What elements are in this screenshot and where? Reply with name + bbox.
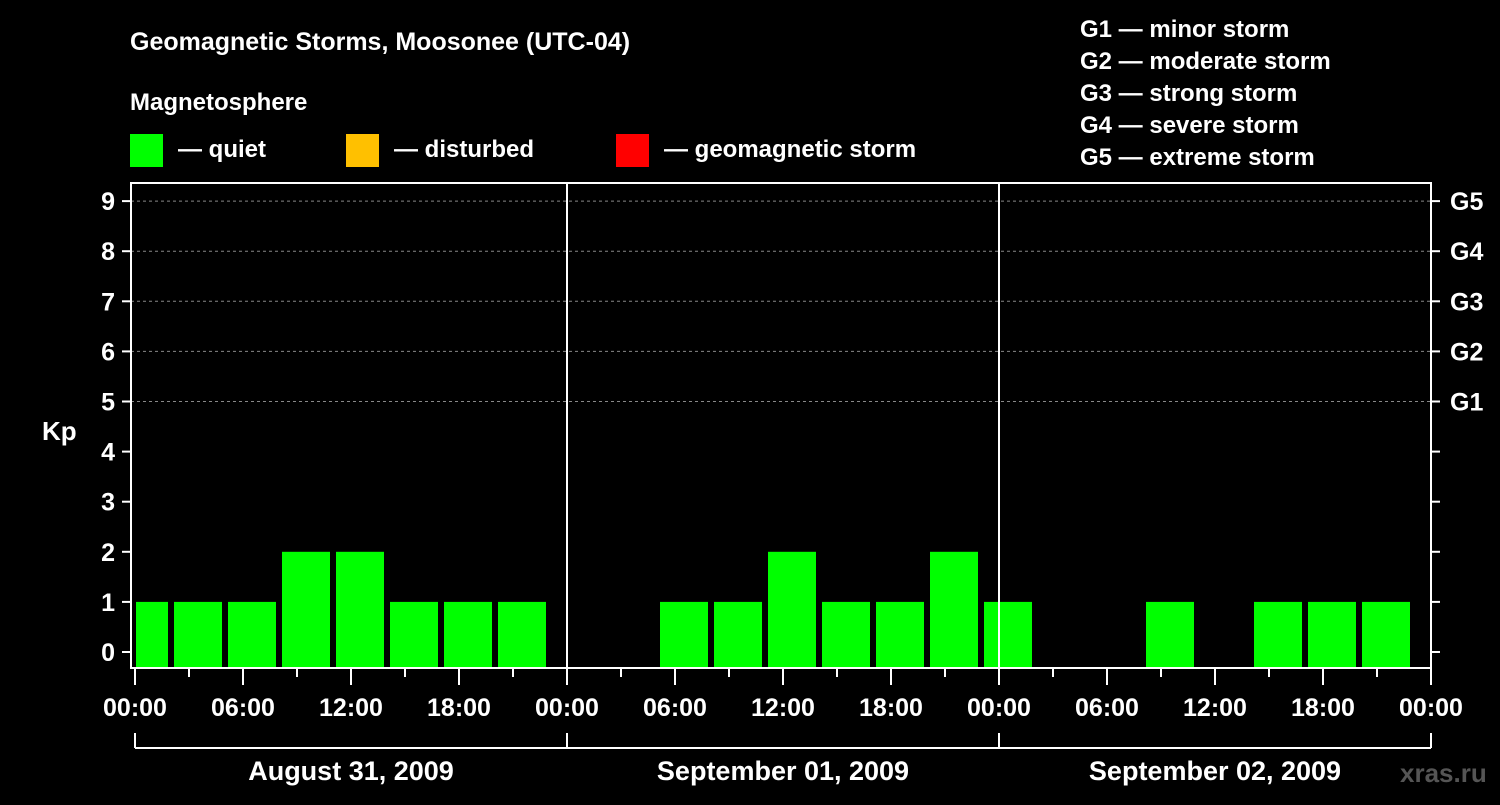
x-tick-label: 06:00 — [1075, 694, 1139, 722]
bar-10 — [768, 551, 816, 668]
x-tick-label: 00:00 — [103, 694, 167, 722]
g-scale-label: G4 — [1450, 238, 1483, 266]
x-tick-label: 12:00 — [751, 694, 815, 722]
y-tick-label: 4 — [101, 439, 115, 467]
day-label: September 02, 2009 — [1089, 756, 1341, 786]
legend-title: Magnetosphere — [130, 89, 307, 116]
x-tick-label: 12:00 — [1183, 694, 1247, 722]
legend-swatch-0 — [130, 134, 163, 167]
storm-scale-item-1: G2 — moderate storm — [1080, 48, 1331, 75]
bar-18 — [1362, 601, 1410, 668]
legend-swatch-2 — [616, 134, 649, 167]
y-tick-label: 7 — [101, 288, 115, 316]
chart-title: Geomagnetic Storms, Moosonee (UTC-04) — [130, 28, 630, 56]
bar-12 — [876, 601, 924, 668]
bar-11 — [822, 601, 870, 668]
bar-7 — [498, 601, 546, 668]
g-scale-label: G3 — [1450, 288, 1483, 316]
bar-16 — [1254, 601, 1302, 668]
x-tick-label: 00:00 — [1399, 694, 1463, 722]
x-tick-label: 06:00 — [643, 694, 707, 722]
bar-13 — [930, 551, 978, 668]
bar-15 — [1146, 601, 1194, 668]
bar-5 — [390, 601, 438, 668]
bar-0 — [136, 601, 168, 668]
storm-scale-item-4: G5 — extreme storm — [1080, 144, 1315, 171]
bar-17 — [1308, 601, 1356, 668]
bar-4 — [336, 551, 384, 668]
plot-area: 0 1 2 3 4 5 6 7 8 9 G1 G2 G3 G4 G5 00:00 06:00 12:00 18:00… — [101, 182, 1483, 786]
bar-9 — [714, 601, 762, 668]
bar-14 — [984, 601, 1032, 668]
y-tick-label: 6 — [101, 338, 115, 366]
legend-swatch-1 — [346, 134, 379, 167]
y-tick-label: 9 — [101, 188, 115, 216]
y-tick-label: 5 — [101, 389, 115, 417]
x-tick-label: 18:00 — [1291, 694, 1355, 722]
y-axis-label: Kp — [42, 416, 77, 446]
bar-2 — [228, 601, 276, 668]
plot-frame — [130, 182, 1432, 669]
bar-1 — [174, 601, 222, 668]
bar-6 — [444, 601, 492, 668]
storm-scale-item-2: G3 — strong storm — [1080, 80, 1297, 107]
x-tick-label: 00:00 — [535, 694, 599, 722]
g-scale-label: G2 — [1450, 338, 1483, 366]
day-label: August 31, 2009 — [248, 756, 454, 786]
x-tick-label: 18:00 — [859, 694, 923, 722]
g-scale-label: G5 — [1450, 188, 1483, 216]
bar-3 — [282, 551, 330, 668]
storm-scale-item-0: G1 — minor storm — [1080, 16, 1289, 43]
x-tick-label: 18:00 — [427, 694, 491, 722]
legend: — quiet — disturbed — geomagnetic storm — [130, 134, 916, 167]
g-scale-label: G1 — [1450, 389, 1483, 417]
storm-scale-legend: G1 — minor storm G2 — moderate storm G3 — … — [1080, 16, 1331, 171]
y-tick-label: 3 — [101, 489, 115, 517]
x-tick-label: 06:00 — [211, 694, 275, 722]
legend-label-1: — disturbed — [394, 136, 534, 163]
y-tick-label: 0 — [101, 639, 115, 667]
y-tick-label: 2 — [101, 539, 115, 567]
day-label: September 01, 2009 — [657, 756, 909, 786]
x-tick-label: 00:00 — [967, 694, 1031, 722]
legend-label-2: — geomagnetic storm — [664, 136, 916, 163]
y-tick-label: 8 — [101, 238, 115, 266]
x-tick-label: 12:00 — [319, 694, 383, 722]
storm-scale-item-3: G4 — severe storm — [1080, 112, 1299, 139]
y-tick-label: 1 — [101, 589, 115, 617]
legend-label-0: — quiet — [178, 136, 266, 163]
bar-8 — [660, 601, 708, 668]
watermark: xras.ru — [1400, 758, 1487, 788]
